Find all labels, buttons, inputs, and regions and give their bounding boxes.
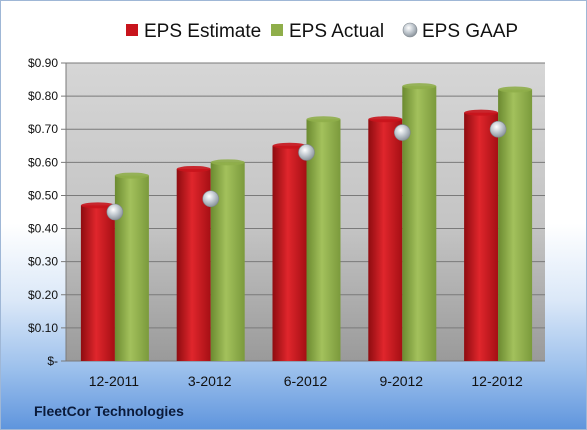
legend-actual-label: EPS Actual [289,21,384,42]
company-name: FleetCor Technologies [34,403,184,419]
actual-bar [210,162,245,361]
estimate-bar [80,205,115,361]
x-tick-label: 3-2012 [188,373,232,389]
y-tick-label: $0.10 [28,321,58,335]
legend-gaap-label: EPS GAAP [422,21,518,42]
gaap-marker [298,144,315,161]
y-tick-label: $0.50 [28,188,58,202]
legend-gaap-swatch [402,22,418,38]
x-tick-label: 9-2012 [380,373,424,389]
estimate-bar-top [176,165,211,172]
estimate-bar-top [464,109,499,116]
gaap-marker [393,124,411,141]
y-tick-label: $0.20 [28,288,58,302]
legend-estimate-label: EPS Estimate [144,21,261,42]
estimate-bar-top [272,142,307,149]
actual-bar [306,119,341,362]
y-tick-label: $0.40 [28,222,58,236]
estimate-bar [464,112,499,362]
actual-bar-top [306,116,341,123]
y-tick-label: $- [47,354,58,368]
estimate-bar-top [368,116,403,123]
y-tick-label: $0.80 [28,89,58,103]
actual-bar [114,175,149,361]
gaap-marker [489,120,507,138]
estimate-bar [368,119,403,362]
gaap-marker [106,203,124,221]
legend-actual-swatch [271,24,283,36]
x-tick-label: 6-2012 [284,373,328,389]
legend-estimate-swatch [126,24,138,36]
actual-bar-top [402,83,437,90]
y-tick-label: $0.90 [28,56,58,70]
x-tick-label: 12-2012 [471,373,523,389]
actual-bar-top [114,172,149,179]
y-tick-label: $0.70 [28,122,58,136]
actual-bar-top [498,86,533,93]
estimate-bar-top [80,202,115,209]
y-tick-label: $0.30 [28,255,58,269]
estimate-bar [272,145,307,361]
actual-bar-top [210,159,245,166]
y-tick-label: $0.60 [28,155,58,169]
gaap-marker [202,190,219,208]
x-tick-label: 12-2011 [89,373,140,389]
